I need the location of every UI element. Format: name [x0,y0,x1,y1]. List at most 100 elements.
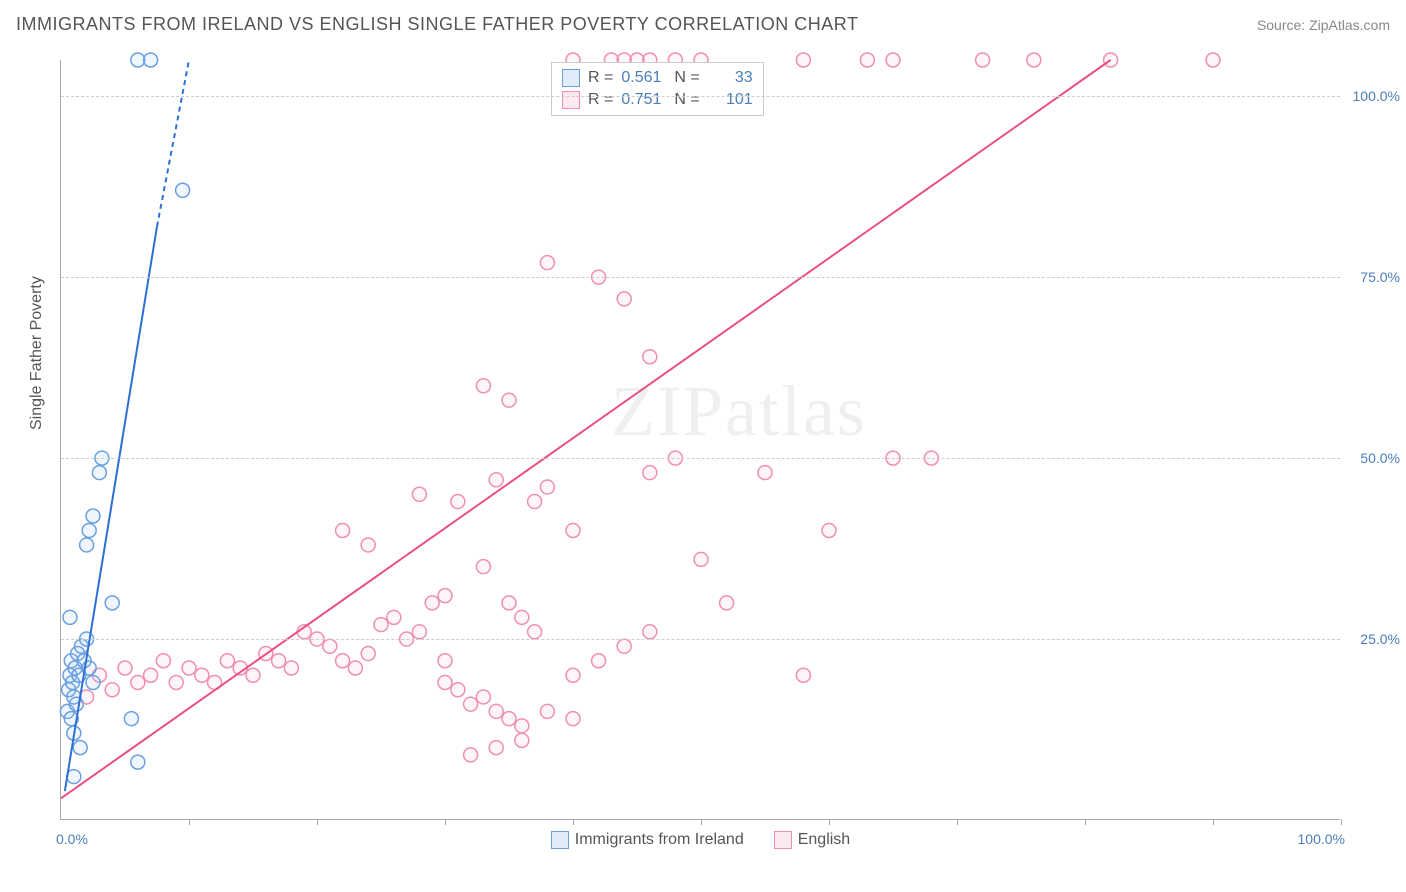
x-tick-mark [317,819,318,825]
scatter-point [451,495,465,509]
scatter-point [566,668,580,682]
scatter-point [272,654,286,668]
scatter-point [886,53,900,67]
scatter-point [86,675,100,689]
legend-item: Immigrants from Ireland [551,831,744,849]
legend-label: Immigrants from Ireland [575,831,744,849]
scatter-point [528,625,542,639]
scatter-point [489,473,503,487]
scatter-point [515,610,529,624]
scatter-point [82,523,96,537]
scatter-point [515,733,529,747]
scatter-point [502,596,516,610]
scatter-point [284,661,298,675]
scatter-point [336,654,350,668]
scatter-point [438,654,452,668]
y-axis-label: Single Father Poverty [28,276,46,430]
scatter-point [73,741,87,755]
trend-line [61,60,1111,798]
chart-title: IMMIGRANTS FROM IRELAND VS ENGLISH SINGL… [16,14,858,35]
scatter-point [118,661,132,675]
stat-label: R = [588,67,613,89]
scatter-point [220,654,234,668]
scatter-point [489,741,503,755]
scatter-point [464,697,478,711]
scatter-point [63,610,77,624]
stats-legend: R =0.561N =33R =0.751N =101 [551,62,764,116]
trend-line-extension [157,60,189,226]
stats-legend-row: R =0.751N =101 [562,89,753,111]
scatter-point [643,625,657,639]
bottom-legend: Immigrants from Ireland English [61,831,1340,849]
scatter-point [528,495,542,509]
y-tick-label: 50.0% [1345,450,1400,466]
scatter-point [540,480,554,494]
scatter-point [425,596,439,610]
legend-swatch [562,91,580,109]
scatter-point [592,654,606,668]
scatter-point [438,675,452,689]
scatter-point [124,712,138,726]
chart-svg [61,60,1341,820]
stat-r-value: 0.561 [621,67,666,89]
source-label: Source: ZipAtlas.com [1257,17,1390,33]
scatter-point [822,523,836,537]
scatter-point [464,748,478,762]
stat-label: R = [588,89,613,111]
x-tick-mark [1213,819,1214,825]
gridline [61,96,1340,97]
stat-label: N = [674,67,699,89]
scatter-point [489,704,503,718]
x-tick-mark [829,819,830,825]
scatter-point [246,668,260,682]
scatter-point [617,639,631,653]
scatter-point [720,596,734,610]
scatter-point [169,675,183,689]
scatter-point [643,466,657,480]
scatter-point [476,560,490,574]
scatter-point [566,523,580,537]
scatter-point [144,53,158,67]
scatter-point [1027,53,1041,67]
scatter-point [796,53,810,67]
scatter-point [976,53,990,67]
plot-area: ZIPatlas R =0.561N =33R =0.751N =101 0.0… [60,60,1340,820]
scatter-point [182,661,196,675]
scatter-point [860,53,874,67]
legend-swatch [562,69,580,87]
gridline [61,277,1340,278]
scatter-point [105,596,119,610]
scatter-point [156,654,170,668]
legend-swatch [774,831,792,849]
scatter-point [131,755,145,769]
scatter-point [540,704,554,718]
scatter-point [361,538,375,552]
scatter-point [502,393,516,407]
x-tick-mark [957,819,958,825]
scatter-point [412,625,426,639]
trend-line [65,226,157,791]
scatter-point [348,661,362,675]
scatter-point [374,618,388,632]
scatter-point [643,350,657,364]
scatter-point [69,697,83,711]
scatter-point [451,683,465,697]
legend-item: English [774,831,850,849]
y-tick-label: 100.0% [1345,88,1400,104]
scatter-point [758,466,772,480]
scatter-point [131,675,145,689]
legend-label: English [798,831,850,849]
scatter-point [515,719,529,733]
y-tick-label: 25.0% [1345,631,1400,647]
scatter-point [361,647,375,661]
scatter-point [412,487,426,501]
stat-label: N = [674,89,699,111]
x-tick-mark [1341,819,1342,825]
title-bar: IMMIGRANTS FROM IRELAND VS ENGLISH SINGL… [16,14,1390,35]
gridline [61,458,1340,459]
scatter-point [796,668,810,682]
scatter-point [86,509,100,523]
stats-legend-row: R =0.561N =33 [562,67,753,89]
y-tick-label: 75.0% [1345,269,1400,285]
scatter-point [476,690,490,704]
